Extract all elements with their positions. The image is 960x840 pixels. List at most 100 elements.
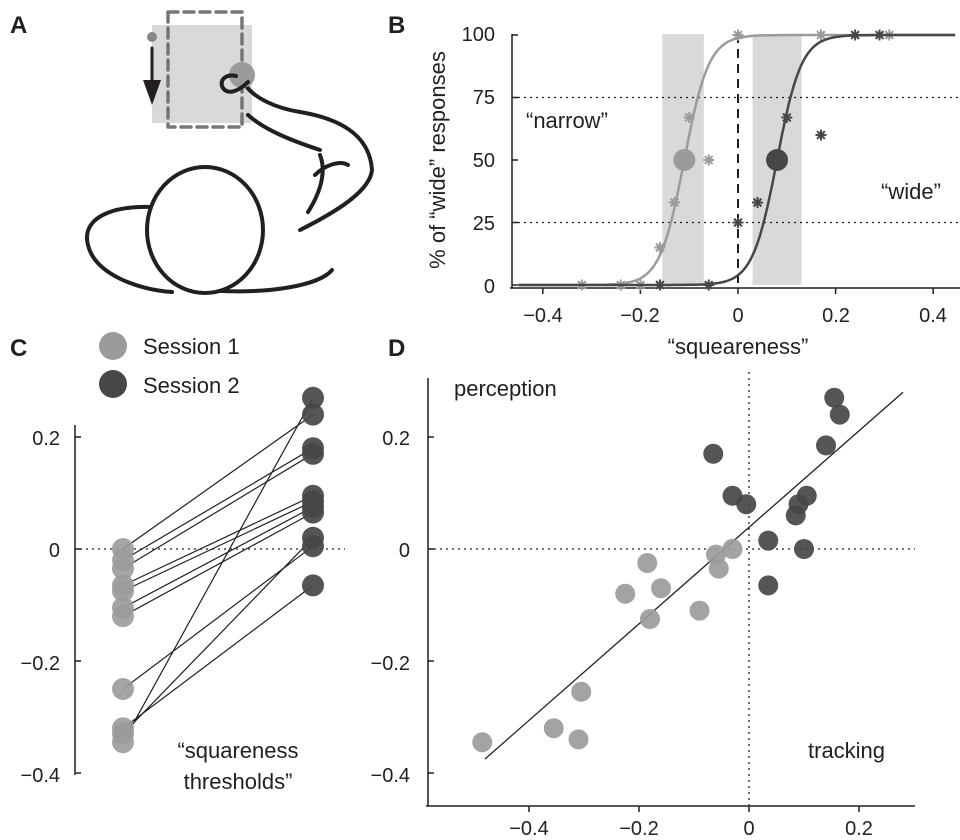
panel-c-link (122, 512, 314, 617)
panel-b-point-session2 (874, 29, 886, 41)
panel-d-point-session2 (758, 575, 779, 596)
panel-b-ytick-75: 75 (473, 87, 495, 109)
panel-b-curve-session1 (518, 33, 956, 287)
panel-d-xtick-0: 0 (743, 818, 754, 840)
panel-b-point-session1 (815, 29, 827, 41)
panel-c-link (122, 414, 314, 550)
panel-c-annotation-line2: thresholds” (184, 769, 293, 794)
panel-c-link (122, 500, 314, 592)
panel-b-point-session1 (654, 242, 666, 253)
legend-session1-marker (99, 332, 127, 360)
panel-d-point-session2 (796, 485, 817, 506)
panel-b-curve-session2 (518, 33, 956, 287)
panel-d-point-session2 (829, 404, 850, 425)
panel-c-point-session2 (302, 535, 324, 558)
panel-d-point-session1 (615, 583, 636, 604)
panel-b-xlabel: “squeareness” (668, 334, 809, 359)
legend-session2-marker (99, 370, 127, 398)
head (145, 165, 265, 295)
panel-b-xtick-0: 0 (732, 305, 743, 327)
panel-d-point-session1 (640, 609, 660, 629)
panel-c-point-session1 (112, 731, 134, 754)
panel-d-ytick-m04: −0.4 (371, 765, 410, 787)
legend-session2-label: Session 2 (143, 373, 240, 398)
panel-d-point-session2 (703, 443, 724, 464)
panel-d-tracking-label: tracking (808, 738, 885, 763)
panel-d-regression-line (484, 391, 904, 760)
panel-c-ytick-m02: −0.2 (21, 653, 60, 675)
panel-b-point-session2 (781, 112, 793, 123)
panel-b-threshold-session2 (766, 149, 789, 171)
panel-c-point-session1 (112, 605, 134, 628)
panel-b-point-session2 (752, 197, 764, 208)
panel-label-c: C (10, 335, 27, 362)
panel-b-wide-label: “wide” (881, 179, 941, 204)
panel-d (426, 372, 915, 812)
panel-b-point-session1 (732, 29, 744, 41)
panel-b-ylabel: % of “wide” responses (425, 51, 450, 269)
panel-b-xtick-m04: −0.4 (523, 305, 562, 327)
panel-c-link (122, 584, 314, 729)
panel-d-point-session1 (543, 718, 564, 739)
panel-c-point-session1 (112, 557, 134, 580)
panel-c-link (122, 537, 314, 735)
panel-c-ytick-02: 0.2 (32, 428, 60, 450)
elbow-crease (313, 161, 350, 177)
panel-c-ytick-m04: −0.4 (21, 765, 60, 787)
panel-b-ytick-100: 100 (462, 24, 495, 46)
panel-c-point-session1 (112, 678, 134, 700)
panel-d-point-session1 (722, 539, 743, 559)
left-shoulder (85, 205, 182, 294)
panel-d-point-session2 (794, 539, 814, 559)
panel-d-point-session2 (824, 387, 845, 408)
arrow-down-icon (143, 80, 161, 105)
panel-c-link (122, 397, 314, 743)
panel-label-d: D (388, 335, 405, 362)
panel-c-link (122, 495, 314, 586)
arm-outer (244, 84, 374, 232)
panel-d-point-session2 (816, 435, 836, 456)
panel-d-point-session1 (568, 729, 589, 750)
start-dot (147, 32, 157, 42)
panel-c (74, 386, 345, 775)
panel-b-xtick-m02: −0.2 (620, 305, 659, 327)
panel-d-xtick-02: 0.2 (845, 818, 873, 840)
panel-b (510, 29, 960, 294)
panel-c-point-session2 (302, 574, 324, 597)
panel-d-xtick-m02: −0.2 (619, 818, 658, 840)
panel-d-ytick-02: 0.2 (382, 428, 410, 450)
panel-b-point-session2 (732, 217, 744, 228)
panel-c-point-session2 (302, 442, 324, 465)
panel-b-point-session2 (815, 129, 827, 141)
panel-b-point-session2 (849, 29, 861, 41)
panel-d-point-session2 (758, 530, 779, 551)
panel-a-illustration (85, 10, 374, 295)
panel-d-point-session1 (637, 553, 658, 573)
panel-c-point-session1 (112, 580, 134, 602)
panel-d-point-session1 (571, 681, 592, 702)
panel-b-point-session1 (683, 112, 695, 123)
panel-c-link (122, 506, 314, 609)
panel-d-point-session1 (472, 732, 493, 753)
panel-b-ytick-25: 25 (473, 213, 495, 235)
panel-b-ytick-0: 0 (484, 276, 495, 298)
panel-c-point-session2 (302, 501, 324, 524)
panel-b-ytick-50: 50 (473, 150, 495, 172)
panel-c-link (122, 447, 314, 561)
hand (219, 73, 250, 94)
panel-d-point-session1 (689, 600, 710, 621)
panel-c-point-session2 (302, 386, 324, 409)
panel-c-point-session2 (302, 403, 324, 426)
panel-d-xtick-m04: −0.4 (509, 818, 548, 840)
panel-label-a: A (10, 12, 27, 39)
panel-d-ytick-0: 0 (399, 540, 410, 562)
panel-c-ytick-0: 0 (49, 540, 60, 562)
legend-session1-label: Session 1 (143, 334, 240, 359)
panel-b-xtick-04: 0.4 (919, 305, 947, 327)
panel-d-point-session2 (736, 494, 757, 515)
panel-d-perception-label: perception (454, 376, 557, 401)
panel-d-ytick-m02: −0.2 (371, 653, 410, 675)
panel-c-annotation-line1: “squareness (177, 738, 298, 763)
panel-d-point-session1 (708, 558, 729, 579)
